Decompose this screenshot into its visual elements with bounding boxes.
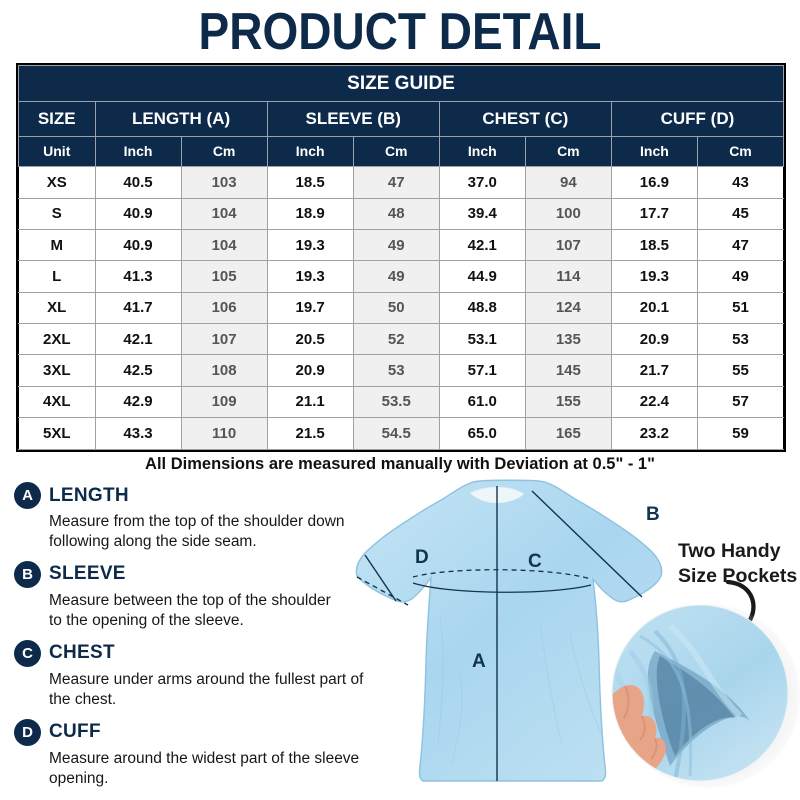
svg-text:A: A	[472, 651, 486, 672]
svg-text:B: B	[646, 504, 660, 525]
svg-text:D: D	[415, 547, 429, 568]
svg-text:C: C	[528, 551, 542, 572]
